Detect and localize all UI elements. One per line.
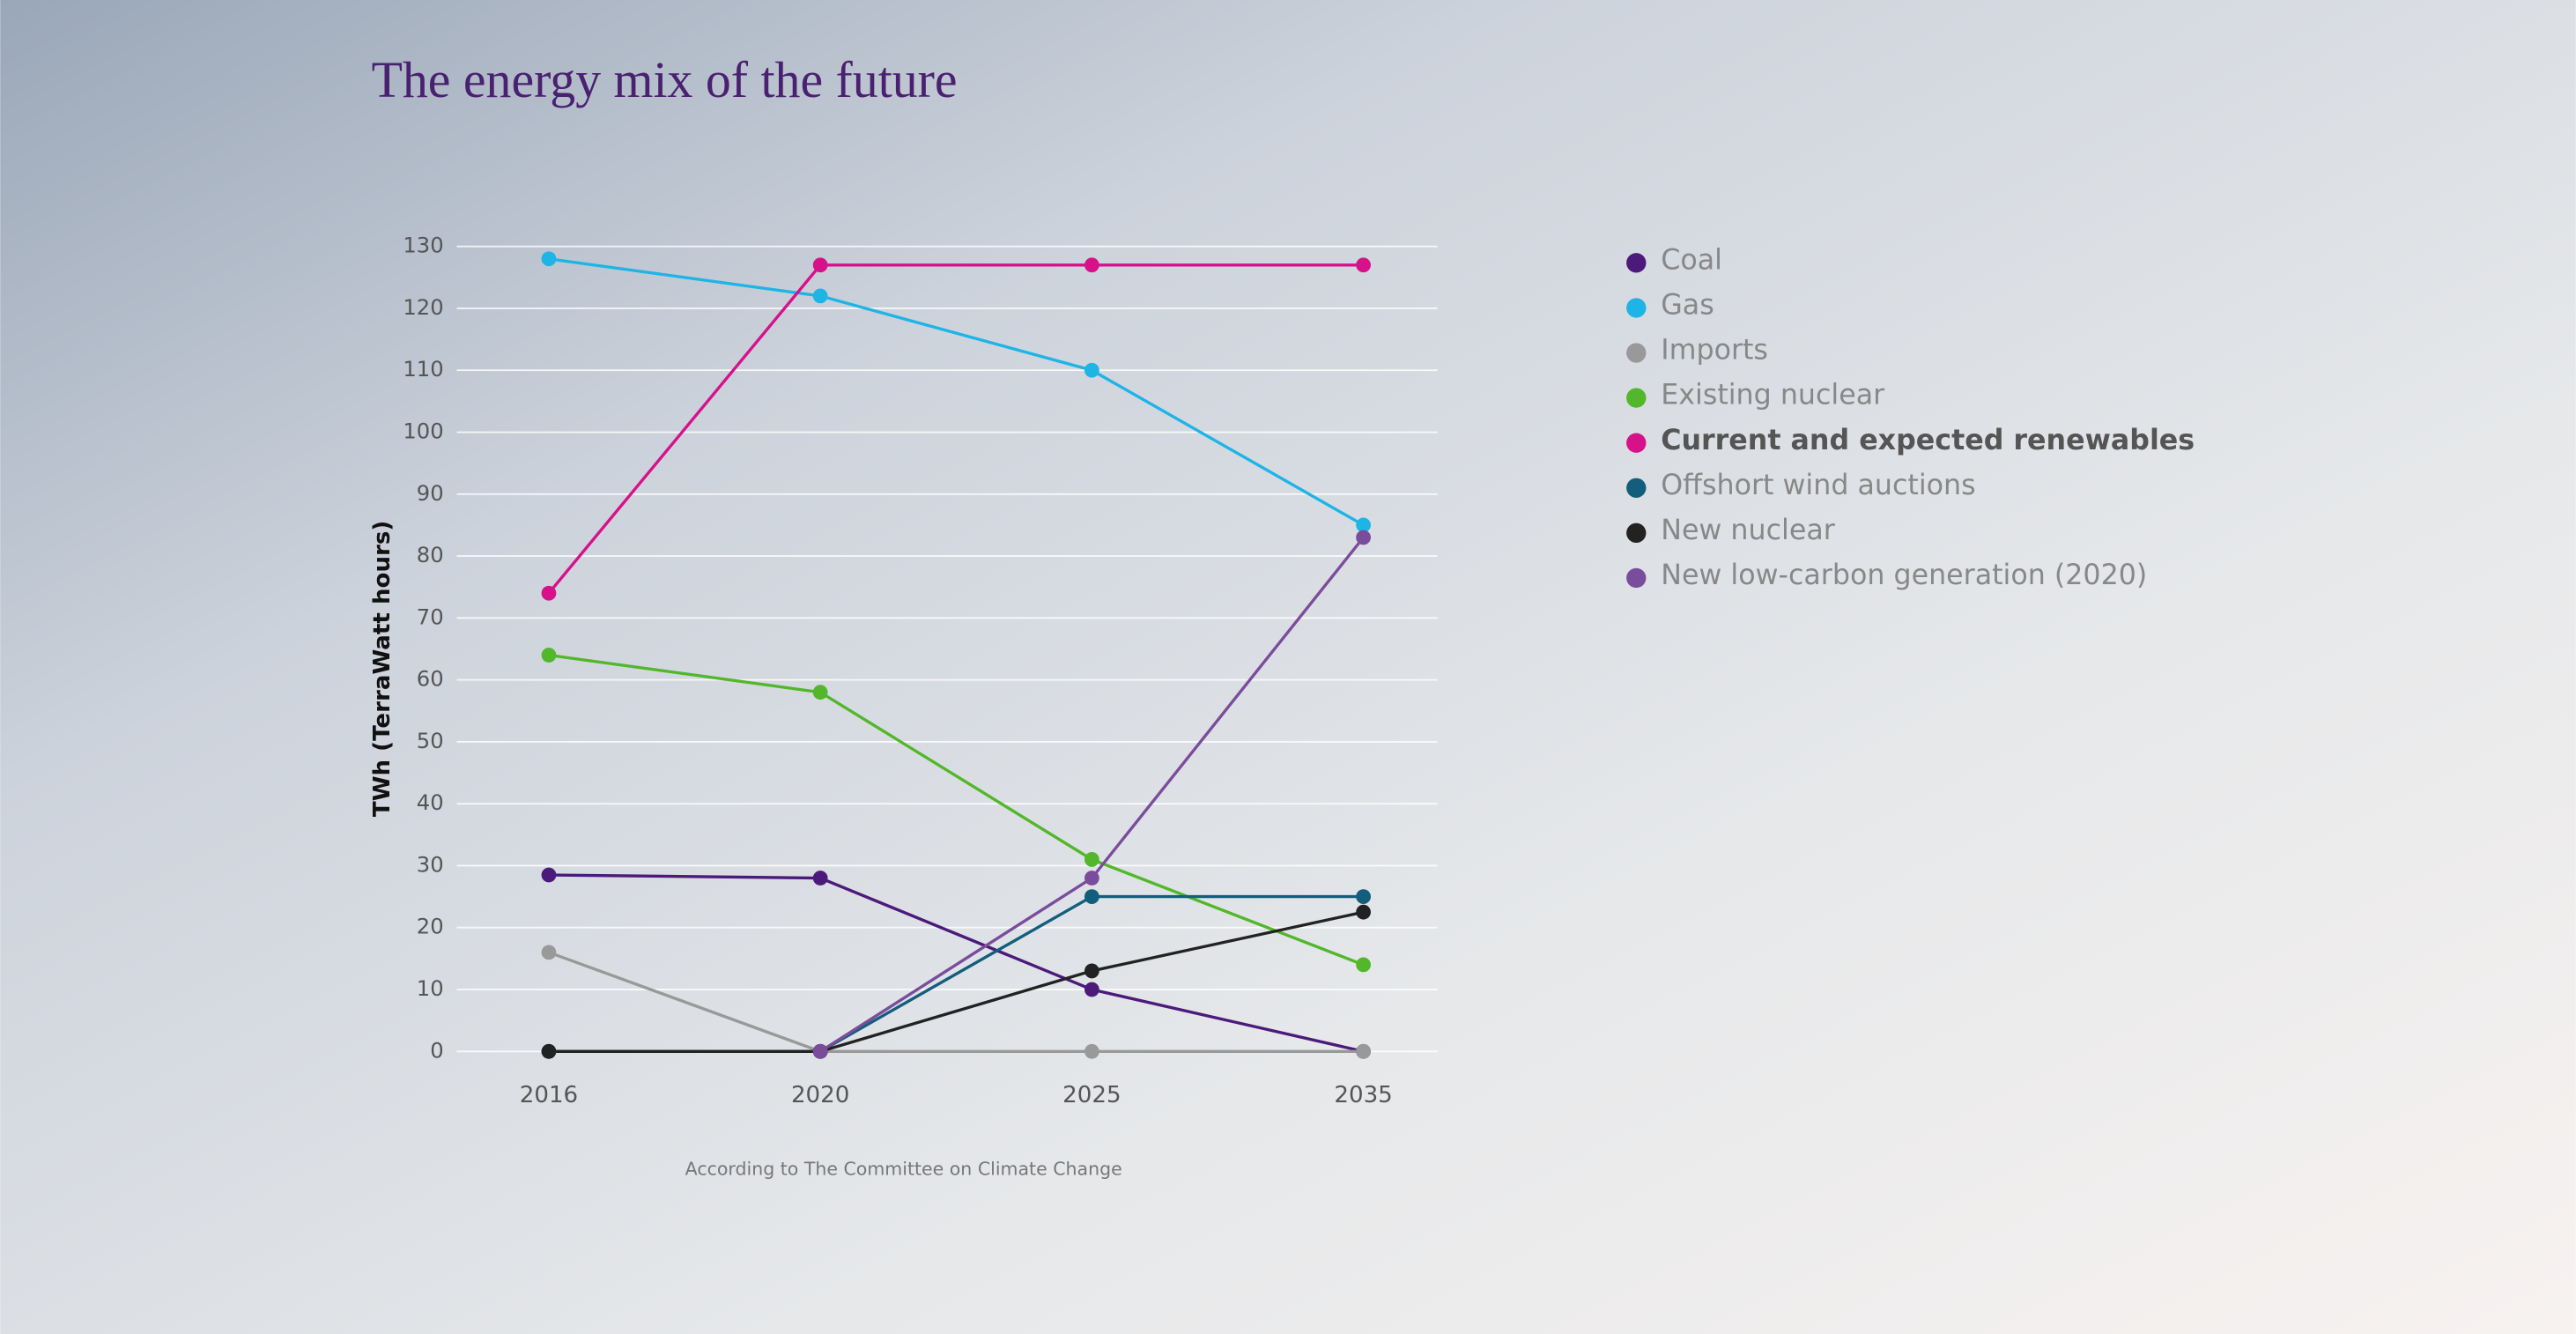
data-point bbox=[541, 867, 557, 883]
y-tick-label: 20 bbox=[417, 915, 444, 939]
legend-marker bbox=[1626, 567, 1647, 589]
data-point bbox=[541, 1043, 557, 1059]
data-point bbox=[1084, 982, 1099, 997]
series-line bbox=[548, 653, 1365, 967]
y-tick-label: 40 bbox=[417, 790, 444, 815]
y-tick-label: 30 bbox=[417, 852, 444, 877]
data-point bbox=[1084, 889, 1099, 904]
data-point bbox=[812, 1043, 828, 1059]
legend-marker bbox=[1626, 388, 1647, 408]
y-tick-label: 80 bbox=[417, 543, 444, 567]
data-point bbox=[812, 871, 828, 886]
data-point bbox=[1356, 530, 1371, 545]
legend-label: Existing nuclear bbox=[1661, 380, 1885, 411]
data-point bbox=[1356, 257, 1371, 273]
series-line bbox=[548, 910, 1364, 1053]
data-point bbox=[541, 251, 557, 267]
data-point bbox=[1356, 957, 1371, 973]
series-line bbox=[548, 951, 1364, 1053]
y-tick-label: 60 bbox=[417, 667, 444, 692]
y-axis-label: TWh (TerraWatt hours) bbox=[369, 521, 396, 817]
data-point bbox=[812, 288, 828, 304]
y-tick-label: 110 bbox=[403, 357, 443, 382]
data-point bbox=[1084, 852, 1099, 867]
legend-label: Current and expected renewables bbox=[1661, 425, 2195, 456]
series-line bbox=[548, 257, 1365, 527]
x-tick-label: 2035 bbox=[1334, 1082, 1392, 1108]
data-point bbox=[1084, 1043, 1099, 1059]
legend-marker bbox=[1626, 478, 1647, 498]
legend-marker bbox=[1626, 343, 1647, 363]
series-line bbox=[547, 263, 1364, 595]
x-tick-label: 2020 bbox=[791, 1082, 849, 1108]
series-line bbox=[548, 873, 1364, 1053]
y-tick-label: 130 bbox=[403, 233, 443, 258]
data-point bbox=[541, 945, 557, 960]
y-tick-label: 50 bbox=[417, 729, 444, 753]
source-note: According to The Committee on Climate Ch… bbox=[685, 1159, 1122, 1180]
data-point bbox=[541, 585, 557, 601]
legend-marker bbox=[1626, 298, 1647, 318]
legend-label: Imports bbox=[1661, 335, 1768, 367]
data-point bbox=[1084, 871, 1099, 886]
y-tick-label: 10 bbox=[417, 976, 444, 1001]
x-tick-label: 2016 bbox=[520, 1082, 578, 1108]
y-tick-label: 100 bbox=[403, 419, 443, 444]
legend-label: Gas bbox=[1661, 290, 1714, 322]
x-tick-label: 2025 bbox=[1062, 1082, 1121, 1108]
data-point bbox=[812, 257, 828, 273]
legend-marker bbox=[1626, 522, 1647, 544]
data-point bbox=[1356, 904, 1371, 920]
y-tick-label: 70 bbox=[417, 604, 444, 629]
chart-title: The energy mix of the future bbox=[372, 51, 958, 108]
data-point bbox=[1084, 963, 1099, 979]
legend-label: Offshort wind auctions bbox=[1661, 470, 1975, 501]
legend-marker bbox=[1626, 253, 1647, 273]
y-tick-label: 90 bbox=[417, 481, 444, 506]
data-point bbox=[812, 685, 828, 700]
legend-label: New low-carbon generation (2020) bbox=[1661, 560, 2147, 591]
data-point bbox=[1084, 257, 1099, 273]
data-point bbox=[1356, 517, 1371, 533]
y-tick-label: 120 bbox=[403, 295, 443, 320]
data-point bbox=[541, 648, 557, 663]
data-point bbox=[1356, 1043, 1371, 1059]
y-tick-label: 0 bbox=[430, 1038, 443, 1063]
legend-marker bbox=[1626, 433, 1647, 453]
legend-label: Coal bbox=[1661, 244, 1722, 276]
legend-label: New nuclear bbox=[1661, 515, 1835, 546]
data-point bbox=[1084, 362, 1099, 378]
data-point bbox=[1356, 889, 1371, 904]
